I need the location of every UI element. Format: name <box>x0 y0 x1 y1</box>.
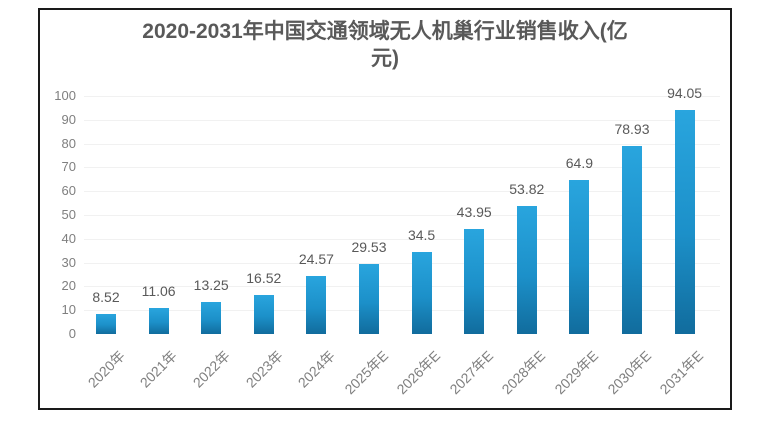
chart-title: 2020-2031年中国交通领域无人机巢行业销售收入(亿 元) <box>40 18 730 73</box>
gridline <box>84 238 720 240</box>
y-axis-tick-label: 20 <box>61 278 76 294</box>
bar-value-label: 29.53 <box>351 238 387 255</box>
bar-value-label: 24.57 <box>298 250 334 267</box>
bar <box>148 307 169 334</box>
bar <box>359 263 379 334</box>
bar-value-label: 13.25 <box>193 277 229 294</box>
y-axis-tick-label: 0 <box>68 326 76 341</box>
y-axis-tick-label: 60 <box>61 183 76 199</box>
bar-value-label: 78.93 <box>614 121 650 138</box>
x-axis-tick-label: 2020年 <box>84 347 128 391</box>
chart-title-line1: 2020-2031年中国交通领域无人机巢行业销售收入(亿 <box>142 20 628 43</box>
x-axis-tick-label: 2029年E <box>551 347 602 398</box>
bar <box>516 205 537 334</box>
bar <box>569 179 590 334</box>
bar-value-label: 34.5 <box>407 226 436 243</box>
x-axis-tick-label: 2028年E <box>498 347 549 398</box>
y-axis-tick-label: 10 <box>61 302 76 318</box>
bar-value-label: 43.95 <box>456 204 492 221</box>
bar <box>96 313 116 334</box>
bar <box>253 294 274 334</box>
x-axis-tick-label: 2021年 <box>137 347 181 391</box>
x-axis-tick-label: 2027年E <box>446 347 496 398</box>
bar <box>622 146 642 334</box>
x-axis-tick-label: 2023年 <box>242 347 286 391</box>
plot-area: 0 10 20 30 40 50 60 70 80 90 100 8.52 2020年 11.06 2021… <box>40 10 730 408</box>
y-axis-tick-label: 80 <box>61 135 76 151</box>
x-axis-tick-label: 2026年E <box>393 347 444 398</box>
bar-value-label: 64.9 <box>565 154 594 171</box>
bar <box>464 229 485 334</box>
bar-value-label: 53.82 <box>509 180 545 197</box>
bar <box>306 275 327 334</box>
y-axis-tick-label: 90 <box>61 111 76 127</box>
x-axis-tick-label: 2022年 <box>189 347 233 391</box>
gridline <box>84 191 720 193</box>
gridline <box>84 286 720 288</box>
y-axis-tick-label: 100 <box>54 88 76 103</box>
bar-value-label: 94.05 <box>667 85 703 102</box>
y-axis-tick-label: 40 <box>61 230 76 246</box>
chart-title-line2: 元) <box>371 47 399 71</box>
gridline <box>84 167 720 169</box>
y-axis-tick-label: 50 <box>61 207 76 222</box>
x-axis-tick-label: 2024年 <box>294 347 339 391</box>
bar <box>201 302 222 334</box>
x-axis-tick-label: 2030年E <box>603 347 654 398</box>
x-axis-tick-label: 2031年E <box>656 347 707 398</box>
bar-value-label: 11.06 <box>141 282 176 299</box>
gridline <box>84 215 720 216</box>
y-axis-tick-label: 30 <box>61 254 76 270</box>
gridline <box>84 96 720 97</box>
x-axis-tick-label: 2025年E <box>340 347 391 398</box>
bar-value-label: 8.52 <box>92 288 120 305</box>
y-axis-tick-label: 70 <box>61 159 76 175</box>
gridline <box>84 262 720 264</box>
bar-value-label: 16.52 <box>246 269 282 286</box>
gridline <box>84 143 720 145</box>
gridline <box>84 119 720 121</box>
chart-frame: 2020-2031年中国交通领域无人机巢行业销售收入(亿 元) 0 10 20 30 4… <box>38 8 732 410</box>
bar <box>411 251 432 334</box>
bar <box>674 110 695 334</box>
gridline <box>84 310 720 312</box>
